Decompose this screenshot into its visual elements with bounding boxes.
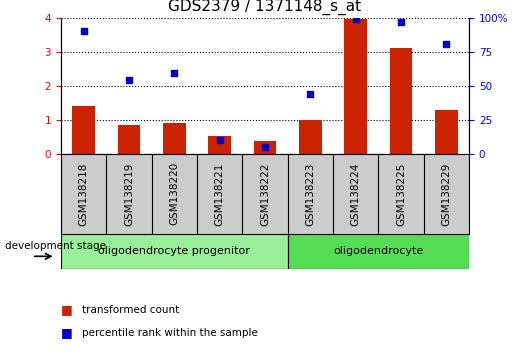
- Text: development stage: development stage: [5, 241, 107, 251]
- Text: GSM138223: GSM138223: [305, 162, 315, 225]
- Bar: [254, 141, 276, 154]
- Text: oligodendrocyte progenitor: oligodendrocyte progenitor: [99, 246, 250, 256]
- Bar: [61, 234, 288, 269]
- Point: [397, 19, 405, 25]
- Point: [306, 92, 315, 97]
- Text: GSM138224: GSM138224: [351, 162, 361, 225]
- Text: transformed count: transformed count: [82, 305, 179, 315]
- Text: oligodendrocyte: oligodendrocyte: [333, 246, 423, 256]
- Bar: [299, 120, 322, 154]
- Title: GDS2379 / 1371148_s_at: GDS2379 / 1371148_s_at: [169, 0, 361, 15]
- Bar: [208, 136, 231, 154]
- Bar: [118, 125, 140, 154]
- Point: [351, 17, 360, 22]
- Bar: [288, 234, 469, 269]
- Bar: [344, 19, 367, 154]
- Text: ■: ■: [61, 326, 73, 339]
- Point: [215, 137, 224, 143]
- Text: ■: ■: [61, 303, 73, 316]
- Bar: [390, 48, 412, 154]
- Text: GSM138219: GSM138219: [124, 162, 134, 225]
- Bar: [163, 123, 186, 154]
- Point: [442, 41, 450, 47]
- Text: GSM138218: GSM138218: [78, 162, 89, 225]
- Bar: [435, 110, 458, 154]
- Bar: [72, 106, 95, 154]
- Text: GSM138222: GSM138222: [260, 162, 270, 225]
- Text: GSM138229: GSM138229: [441, 162, 452, 225]
- Text: percentile rank within the sample: percentile rank within the sample: [82, 328, 258, 338]
- Point: [261, 144, 269, 150]
- Text: GSM138225: GSM138225: [396, 162, 406, 225]
- Point: [125, 77, 133, 82]
- Text: GSM138221: GSM138221: [215, 162, 225, 225]
- Point: [170, 70, 179, 76]
- Text: GSM138220: GSM138220: [169, 162, 179, 225]
- Point: [80, 29, 88, 34]
